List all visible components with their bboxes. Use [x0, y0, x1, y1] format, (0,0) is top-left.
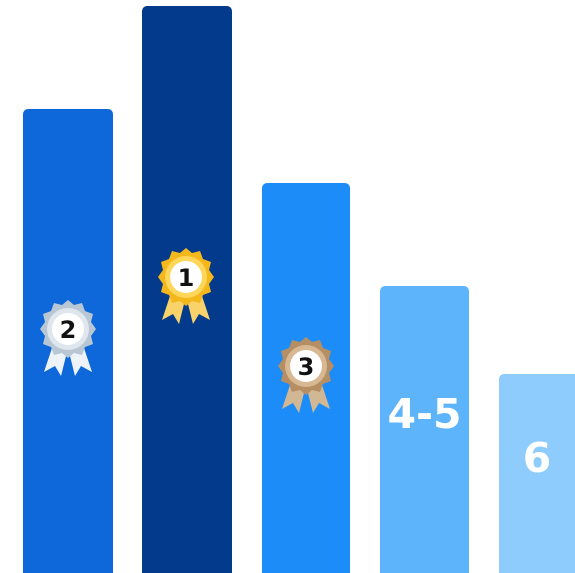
bronze-medal-svg: 3 — [278, 337, 334, 413]
bar-label-place-6: 6 — [522, 434, 552, 482]
medal-number-1: 1 — [178, 264, 195, 292]
gold-medal-icon: 1 — [154, 246, 218, 330]
podium-bar-place-6: 6 — [499, 374, 575, 573]
podium-bar-place-1: 1 — [142, 6, 232, 573]
medal-number-3: 3 — [298, 353, 315, 381]
bar-label-place-4-5: 4-5 — [387, 390, 462, 438]
silver-medal-icon: 2 — [36, 298, 100, 382]
podium-bar-place-2: 2 — [23, 109, 113, 573]
silver-medal-svg: 2 — [40, 300, 96, 376]
podium-bar-place-4-5: 4-5 — [380, 286, 469, 573]
medal-number-2: 2 — [60, 316, 77, 344]
bronze-medal-icon: 3 — [274, 335, 338, 419]
gold-medal-svg: 1 — [158, 248, 214, 324]
podium-bar-place-3: 3 — [262, 183, 350, 573]
